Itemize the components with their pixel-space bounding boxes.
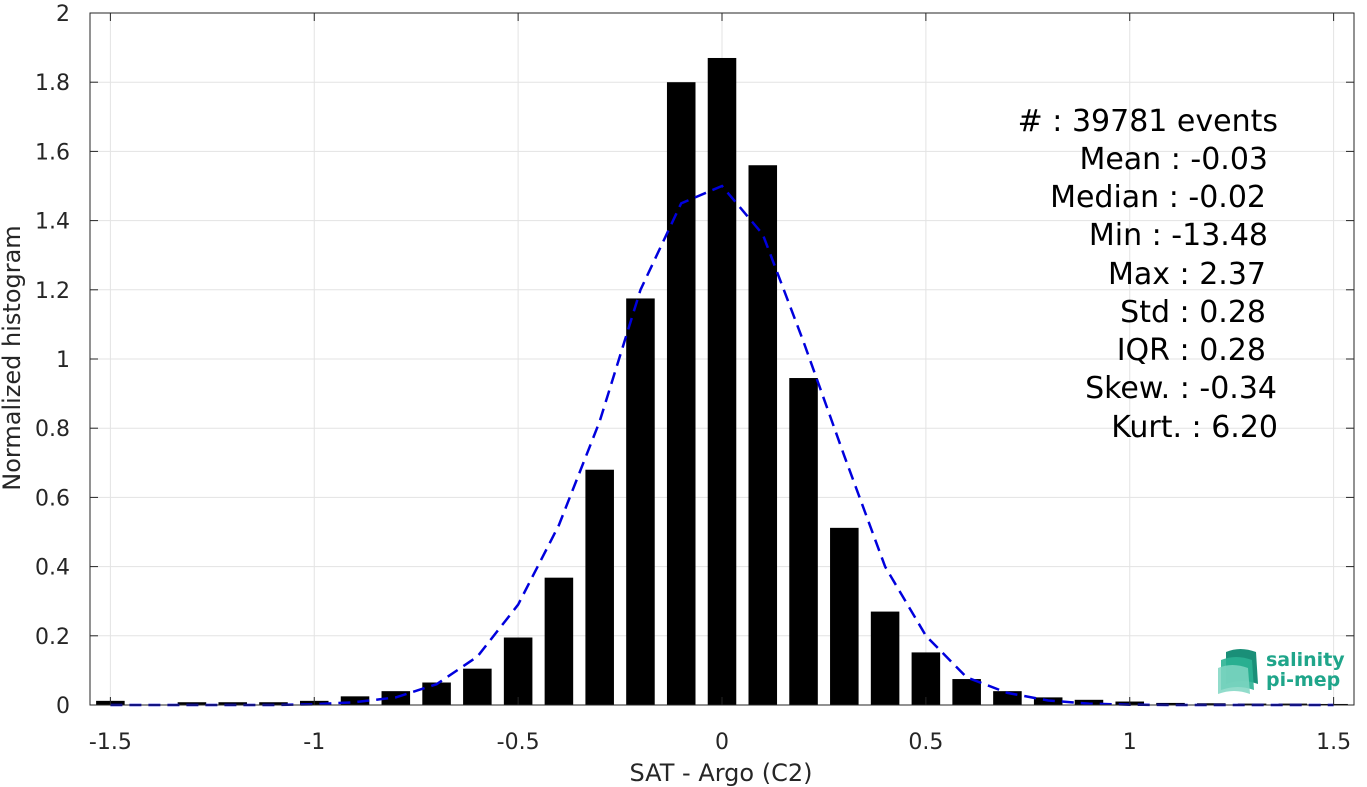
stat-iqr: IQR : 0.28 xyxy=(1117,333,1266,368)
x-axis-label: SAT - Argo (C2) xyxy=(630,759,813,787)
stat-skew: Skew. : -0.34 xyxy=(1085,371,1277,406)
x-tick-label: 1.5 xyxy=(1316,730,1351,755)
y-tick-label: 0 xyxy=(56,694,70,719)
stat-mean: Mean : -0.03 xyxy=(1079,142,1268,177)
wave-layers-icon xyxy=(1218,649,1258,694)
stat-kurt: Kurt. : 6.20 xyxy=(1111,410,1278,445)
y-tick-labels: 0 0.2 0.4 0.6 0.8 1 1.2 1.4 1.6 1.8 2 xyxy=(35,2,70,719)
x-tick-label: 1 xyxy=(1123,730,1137,755)
histogram-bar xyxy=(1197,703,1226,705)
histogram-bar xyxy=(626,298,655,705)
x-tick-labels: -1.5 -1 -0.5 0 0.5 1 1.5 xyxy=(89,730,1351,755)
stat-std: Std : 0.28 xyxy=(1120,295,1266,330)
stats-box: # : 39781 events Mean : -0.03 Median : -… xyxy=(1018,104,1278,445)
y-tick-label: 0.4 xyxy=(35,556,70,581)
y-tick-label: 2 xyxy=(56,2,70,27)
y-tick-label: 0.8 xyxy=(35,417,70,442)
histogram-bar xyxy=(952,679,981,705)
stat-max: Max : 2.37 xyxy=(1108,257,1266,292)
histogram-bar xyxy=(259,702,288,705)
histogram-bar xyxy=(870,611,900,705)
y-tick-label: 0.6 xyxy=(35,486,70,511)
y-axis-label: Normalized histogram xyxy=(0,225,26,490)
histogram-bar xyxy=(340,696,370,705)
y-tick-label: 1.2 xyxy=(35,279,70,304)
x-tick-label: -1.5 xyxy=(89,730,132,755)
histogram-bars xyxy=(96,57,1348,706)
logo-text-salinity: salinity xyxy=(1266,649,1345,671)
y-tick-label: 1 xyxy=(56,348,70,373)
logo-text-pimep: pi-mep xyxy=(1266,669,1340,691)
y-tick-label: 1.4 xyxy=(35,210,70,235)
stat-median: Median : -0.02 xyxy=(1050,180,1266,215)
salinity-pi-mep-logo: salinity pi-mep xyxy=(1218,649,1345,694)
stat-events: # : 39781 events xyxy=(1018,104,1278,139)
stat-min: Min : -13.48 xyxy=(1089,218,1268,253)
histogram-bar xyxy=(463,668,492,705)
histogram-bar xyxy=(830,527,859,705)
histogram-bar xyxy=(585,469,614,705)
histogram-bar xyxy=(218,702,247,705)
x-tick-label: 0 xyxy=(715,730,729,755)
histogram-bar xyxy=(1156,702,1185,705)
axis-ticks xyxy=(90,12,1354,706)
x-tick-label: 0.5 xyxy=(908,730,943,755)
x-tick-label: -1 xyxy=(303,730,325,755)
histogram-bar xyxy=(789,378,818,705)
histogram-bar xyxy=(748,165,778,706)
histogram-bar xyxy=(544,577,574,705)
histogram-bar xyxy=(666,82,696,705)
histogram-bar xyxy=(707,57,737,706)
histogram-bar xyxy=(177,702,207,705)
histogram-bar xyxy=(503,637,533,705)
histogram-bar xyxy=(422,682,451,705)
x-tick-label: -0.5 xyxy=(497,730,540,755)
histogram-bar xyxy=(911,652,941,705)
y-tick-label: 0.2 xyxy=(35,625,70,650)
y-tick-label: 1.6 xyxy=(35,140,70,165)
y-tick-label: 1.8 xyxy=(35,71,70,96)
